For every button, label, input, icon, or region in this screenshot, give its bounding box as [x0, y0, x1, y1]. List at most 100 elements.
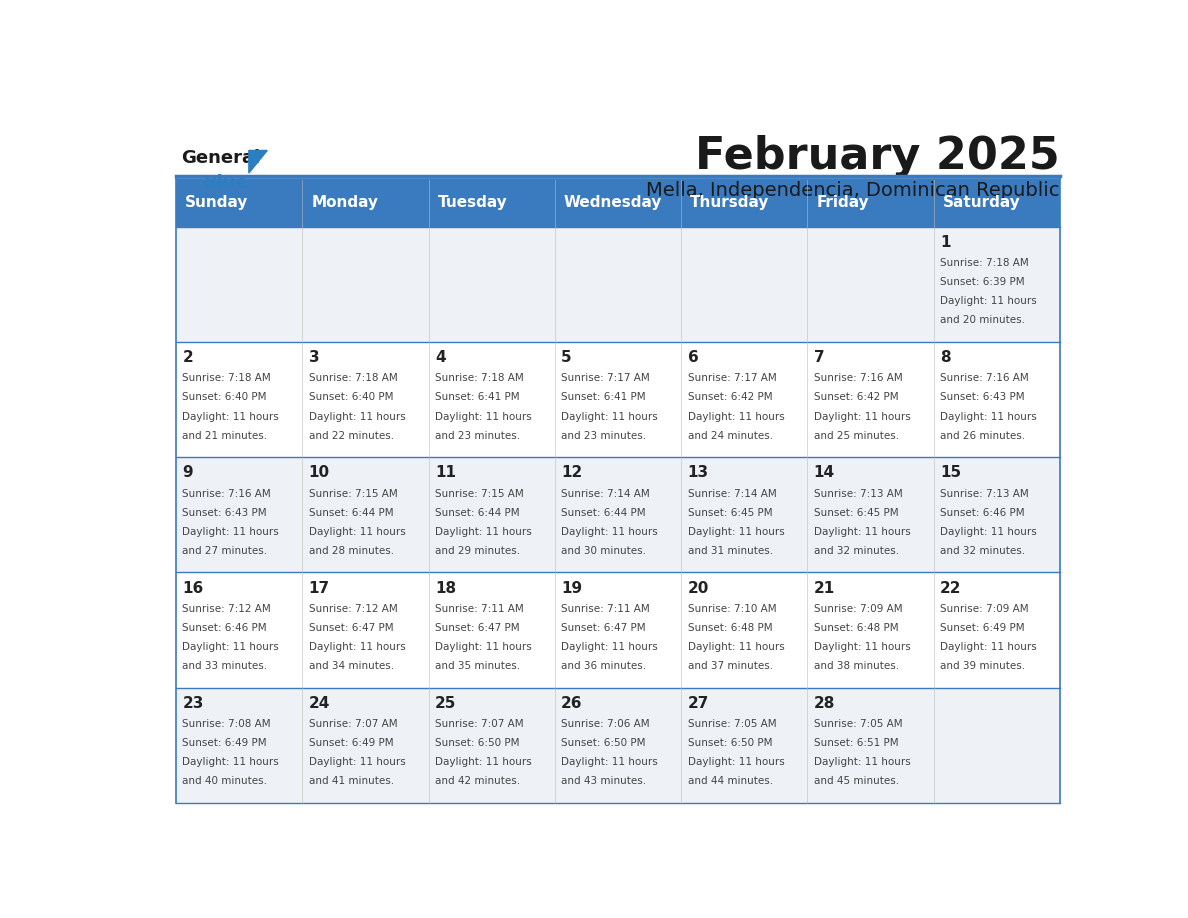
Bar: [934, 342, 1060, 457]
Text: Sunrise: 7:15 AM: Sunrise: 7:15 AM: [309, 488, 398, 498]
Text: Daylight: 11 hours: Daylight: 11 hours: [940, 297, 1037, 307]
Text: Daylight: 11 hours: Daylight: 11 hours: [309, 642, 405, 652]
Text: Daylight: 11 hours: Daylight: 11 hours: [688, 527, 784, 537]
Text: Sunset: 6:39 PM: Sunset: 6:39 PM: [940, 277, 1025, 287]
Bar: [934, 573, 1060, 688]
Text: Daylight: 11 hours: Daylight: 11 hours: [309, 527, 405, 537]
Text: 20: 20: [688, 580, 709, 596]
Text: Sunrise: 7:05 AM: Sunrise: 7:05 AM: [814, 719, 903, 729]
Text: 4: 4: [435, 350, 446, 365]
Text: Sunset: 6:45 PM: Sunset: 6:45 PM: [814, 508, 898, 518]
Text: General: General: [181, 149, 260, 167]
Text: 11: 11: [435, 465, 456, 480]
Text: and 33 minutes.: and 33 minutes.: [183, 661, 267, 671]
Text: Daylight: 11 hours: Daylight: 11 hours: [814, 757, 910, 767]
Text: 25: 25: [435, 696, 456, 711]
Bar: [681, 573, 808, 688]
Text: Sunset: 6:42 PM: Sunset: 6:42 PM: [688, 393, 772, 402]
Text: 1: 1: [940, 235, 950, 250]
Text: and 45 minutes.: and 45 minutes.: [814, 777, 899, 787]
Text: and 35 minutes.: and 35 minutes.: [435, 661, 520, 671]
Text: Sunrise: 7:08 AM: Sunrise: 7:08 AM: [183, 719, 271, 729]
Text: Daylight: 11 hours: Daylight: 11 hours: [561, 411, 658, 421]
Text: 19: 19: [561, 580, 582, 596]
Text: Sunrise: 7:15 AM: Sunrise: 7:15 AM: [435, 488, 524, 498]
Text: Sunset: 6:47 PM: Sunset: 6:47 PM: [561, 623, 646, 633]
Text: and 20 minutes.: and 20 minutes.: [940, 316, 1025, 326]
Text: Daylight: 11 hours: Daylight: 11 hours: [435, 757, 532, 767]
Text: and 36 minutes.: and 36 minutes.: [561, 661, 646, 671]
Bar: [555, 179, 681, 227]
Text: Daylight: 11 hours: Daylight: 11 hours: [688, 642, 784, 652]
Text: and 27 minutes.: and 27 minutes.: [183, 546, 267, 556]
Bar: [429, 179, 555, 227]
Bar: [934, 227, 1060, 342]
Bar: [555, 227, 681, 342]
Text: Daylight: 11 hours: Daylight: 11 hours: [183, 411, 279, 421]
Text: Sunset: 6:51 PM: Sunset: 6:51 PM: [814, 738, 898, 748]
Text: Sunrise: 7:16 AM: Sunrise: 7:16 AM: [814, 374, 903, 384]
Text: Monday: Monday: [311, 196, 378, 210]
Text: Sunrise: 7:05 AM: Sunrise: 7:05 AM: [688, 719, 776, 729]
Text: and 24 minutes.: and 24 minutes.: [688, 431, 772, 441]
Bar: [808, 342, 934, 457]
Text: 21: 21: [814, 580, 835, 596]
Text: Daylight: 11 hours: Daylight: 11 hours: [183, 527, 279, 537]
Text: and 42 minutes.: and 42 minutes.: [435, 777, 520, 787]
Polygon shape: [248, 151, 267, 174]
Text: Sunrise: 7:14 AM: Sunrise: 7:14 AM: [688, 488, 776, 498]
Bar: [681, 179, 808, 227]
Text: 10: 10: [309, 465, 330, 480]
Text: Sunset: 6:47 PM: Sunset: 6:47 PM: [309, 623, 393, 633]
Bar: [681, 457, 808, 573]
Text: Sunrise: 7:16 AM: Sunrise: 7:16 AM: [940, 374, 1029, 384]
Text: Sunset: 6:49 PM: Sunset: 6:49 PM: [940, 623, 1025, 633]
Text: Sunset: 6:46 PM: Sunset: 6:46 PM: [183, 623, 267, 633]
Text: and 40 minutes.: and 40 minutes.: [183, 777, 267, 787]
Text: Sunset: 6:47 PM: Sunset: 6:47 PM: [435, 623, 519, 633]
Text: Wednesday: Wednesday: [564, 196, 662, 210]
Bar: [429, 457, 555, 573]
Text: and 44 minutes.: and 44 minutes.: [688, 777, 772, 787]
Text: Daylight: 11 hours: Daylight: 11 hours: [309, 411, 405, 421]
Text: and 22 minutes.: and 22 minutes.: [309, 431, 394, 441]
Text: Sunrise: 7:09 AM: Sunrise: 7:09 AM: [940, 604, 1029, 614]
Text: 13: 13: [688, 465, 708, 480]
Text: Sunset: 6:49 PM: Sunset: 6:49 PM: [309, 738, 393, 748]
Text: Daylight: 11 hours: Daylight: 11 hours: [561, 527, 658, 537]
Text: Sunrise: 7:07 AM: Sunrise: 7:07 AM: [435, 719, 524, 729]
Text: Sunrise: 7:06 AM: Sunrise: 7:06 AM: [561, 719, 650, 729]
Bar: [176, 688, 303, 803]
Bar: [429, 227, 555, 342]
Text: Sunrise: 7:18 AM: Sunrise: 7:18 AM: [183, 374, 271, 384]
Text: Blue: Blue: [204, 174, 248, 193]
Bar: [808, 457, 934, 573]
Text: Sunset: 6:48 PM: Sunset: 6:48 PM: [688, 623, 772, 633]
Text: Sunrise: 7:18 AM: Sunrise: 7:18 AM: [309, 374, 398, 384]
Text: Sunset: 6:43 PM: Sunset: 6:43 PM: [940, 393, 1025, 402]
Text: Sunset: 6:50 PM: Sunset: 6:50 PM: [688, 738, 772, 748]
Text: Tuesday: Tuesday: [437, 196, 507, 210]
Text: Sunset: 6:46 PM: Sunset: 6:46 PM: [940, 508, 1025, 518]
Text: Sunset: 6:50 PM: Sunset: 6:50 PM: [561, 738, 646, 748]
Text: Sunset: 6:41 PM: Sunset: 6:41 PM: [561, 393, 646, 402]
Text: Sunrise: 7:12 AM: Sunrise: 7:12 AM: [309, 604, 398, 614]
Bar: [176, 342, 303, 457]
Text: Sunset: 6:48 PM: Sunset: 6:48 PM: [814, 623, 898, 633]
Bar: [176, 179, 303, 227]
Bar: [808, 573, 934, 688]
Text: Sunrise: 7:17 AM: Sunrise: 7:17 AM: [561, 374, 650, 384]
Text: Daylight: 11 hours: Daylight: 11 hours: [814, 527, 910, 537]
Bar: [555, 457, 681, 573]
Bar: [808, 688, 934, 803]
Text: 9: 9: [183, 465, 194, 480]
Text: 26: 26: [561, 696, 583, 711]
Text: Daylight: 11 hours: Daylight: 11 hours: [309, 757, 405, 767]
Text: and 34 minutes.: and 34 minutes.: [309, 661, 394, 671]
Bar: [176, 573, 303, 688]
Text: 17: 17: [309, 580, 330, 596]
Text: and 23 minutes.: and 23 minutes.: [561, 431, 646, 441]
Text: Sunrise: 7:14 AM: Sunrise: 7:14 AM: [561, 488, 650, 498]
Text: 5: 5: [561, 350, 571, 365]
Text: Daylight: 11 hours: Daylight: 11 hours: [561, 642, 658, 652]
